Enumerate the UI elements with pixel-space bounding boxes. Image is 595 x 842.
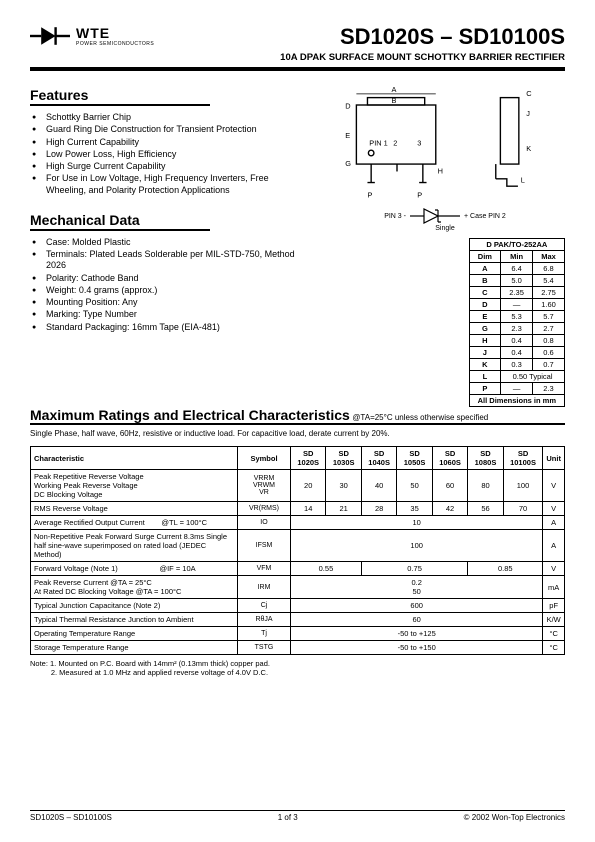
list-item: Schottky Barrier Chip xyxy=(46,112,305,123)
list-item: Weight: 0.4 grams (approx.) xyxy=(46,285,305,296)
single-label: Single xyxy=(435,225,454,232)
list-item: Terminals: Plated Leads Solderable per M… xyxy=(46,249,305,272)
ratings-line: Single Phase, half wave, 60Hz, resistive… xyxy=(30,429,565,438)
list-item: Case: Molded Plastic xyxy=(46,237,305,248)
footer-mid: 1 of 3 xyxy=(278,813,298,822)
header-rule xyxy=(30,67,565,71)
note-2: 2. Measured at 1.0 MHz and applied rever… xyxy=(30,668,565,677)
mech-heading: Mechanical Data xyxy=(30,212,210,231)
svg-text:PIN 1: PIN 1 xyxy=(369,139,387,148)
ratings-heading: Maximum Ratings and Electrical Character… xyxy=(30,407,350,423)
list-item: Marking: Type Number xyxy=(46,309,305,320)
notes: Note: 1. Mounted on P.C. Board with 14mm… xyxy=(30,659,565,677)
svg-text:B: B xyxy=(391,96,396,105)
dimension-table: D PAK/TO-252AA DimMinMax A6.46.8 B5.05.4… xyxy=(469,238,565,407)
svg-text:P: P xyxy=(367,190,372,199)
svg-text:G: G xyxy=(345,159,351,168)
svg-text:2: 2 xyxy=(393,139,397,148)
svg-text:D: D xyxy=(345,102,350,111)
list-item: For Use in Low Voltage, High Frequency I… xyxy=(46,173,305,196)
svg-text:J: J xyxy=(526,109,530,118)
footer: SD1020S – SD10100S 1 of 3 © 2002 Won-Top… xyxy=(30,810,565,822)
ratings-heading-row: Maximum Ratings and Electrical Character… xyxy=(30,407,565,425)
list-item: Standard Packaging: 16mm Tape (EIA-481) xyxy=(46,322,305,333)
ratings-cond: @TA=25°C unless otherwise specified xyxy=(352,413,488,422)
logo-block: WTE POWER SEMICONDUCTORS xyxy=(30,24,154,48)
logo-sub: POWER SEMICONDUCTORS xyxy=(76,41,154,47)
list-item: High Surge Current Capability xyxy=(46,161,305,172)
svg-text:3: 3 xyxy=(417,139,421,148)
pin3-label: PIN 3 - xyxy=(384,213,406,220)
spec-table: Characteristic Symbol SD 1020S SD 1030S … xyxy=(30,446,565,655)
features-heading: Features xyxy=(30,87,210,106)
svg-text:H: H xyxy=(438,166,443,175)
logo-text: WTE xyxy=(76,25,154,41)
package-outline-icon: A B D E G H P P PIN 1 2 3 C J K L xyxy=(325,81,565,201)
svg-text:L: L xyxy=(521,176,525,185)
svg-text:A: A xyxy=(391,85,396,94)
right-column: A B D E G H P P PIN 1 2 3 C J K L PIN 3 - xyxy=(325,81,565,407)
list-item: Guard Ring Die Construction for Transien… xyxy=(46,124,305,135)
subtitle: 10A DPAK SURFACE MOUNT SCHOTTKY BARRIER … xyxy=(280,52,565,63)
symbol-diagram: PIN 3 - + Case PIN 2 Single xyxy=(325,207,565,232)
part-number: SD1020S – SD10100S xyxy=(280,24,565,50)
dim-title: D PAK/TO-252AA xyxy=(469,239,564,251)
list-item: High Current Capability xyxy=(46,137,305,148)
svg-text:K: K xyxy=(526,144,531,153)
list-item: Polarity: Cathode Band xyxy=(46,273,305,284)
list-item: Mounting Position: Any xyxy=(46,297,305,308)
features-list: Schottky Barrier Chip Guard Ring Die Con… xyxy=(30,112,305,196)
note-1: Note: 1. Mounted on P.C. Board with 14mm… xyxy=(30,659,565,668)
left-column: Features Schottky Barrier Chip Guard Rin… xyxy=(30,81,305,407)
diode-icon xyxy=(30,24,70,48)
mech-list: Case: Molded Plastic Terminals: Plated L… xyxy=(30,237,305,333)
svg-text:C: C xyxy=(526,89,532,98)
case-label: + Case PIN 2 xyxy=(464,213,506,220)
list-item: Low Power Loss, High Efficiency xyxy=(46,149,305,160)
schottky-symbol-icon xyxy=(410,207,460,225)
body-columns: Features Schottky Barrier Chip Guard Rin… xyxy=(30,81,565,407)
header: WTE POWER SEMICONDUCTORS SD1020S – SD101… xyxy=(30,24,565,63)
footer-right: © 2002 Won-Top Electronics xyxy=(464,813,565,822)
svg-text:P: P xyxy=(417,190,422,199)
svg-text:E: E xyxy=(345,131,350,140)
footer-left: SD1020S – SD10100S xyxy=(30,813,112,822)
